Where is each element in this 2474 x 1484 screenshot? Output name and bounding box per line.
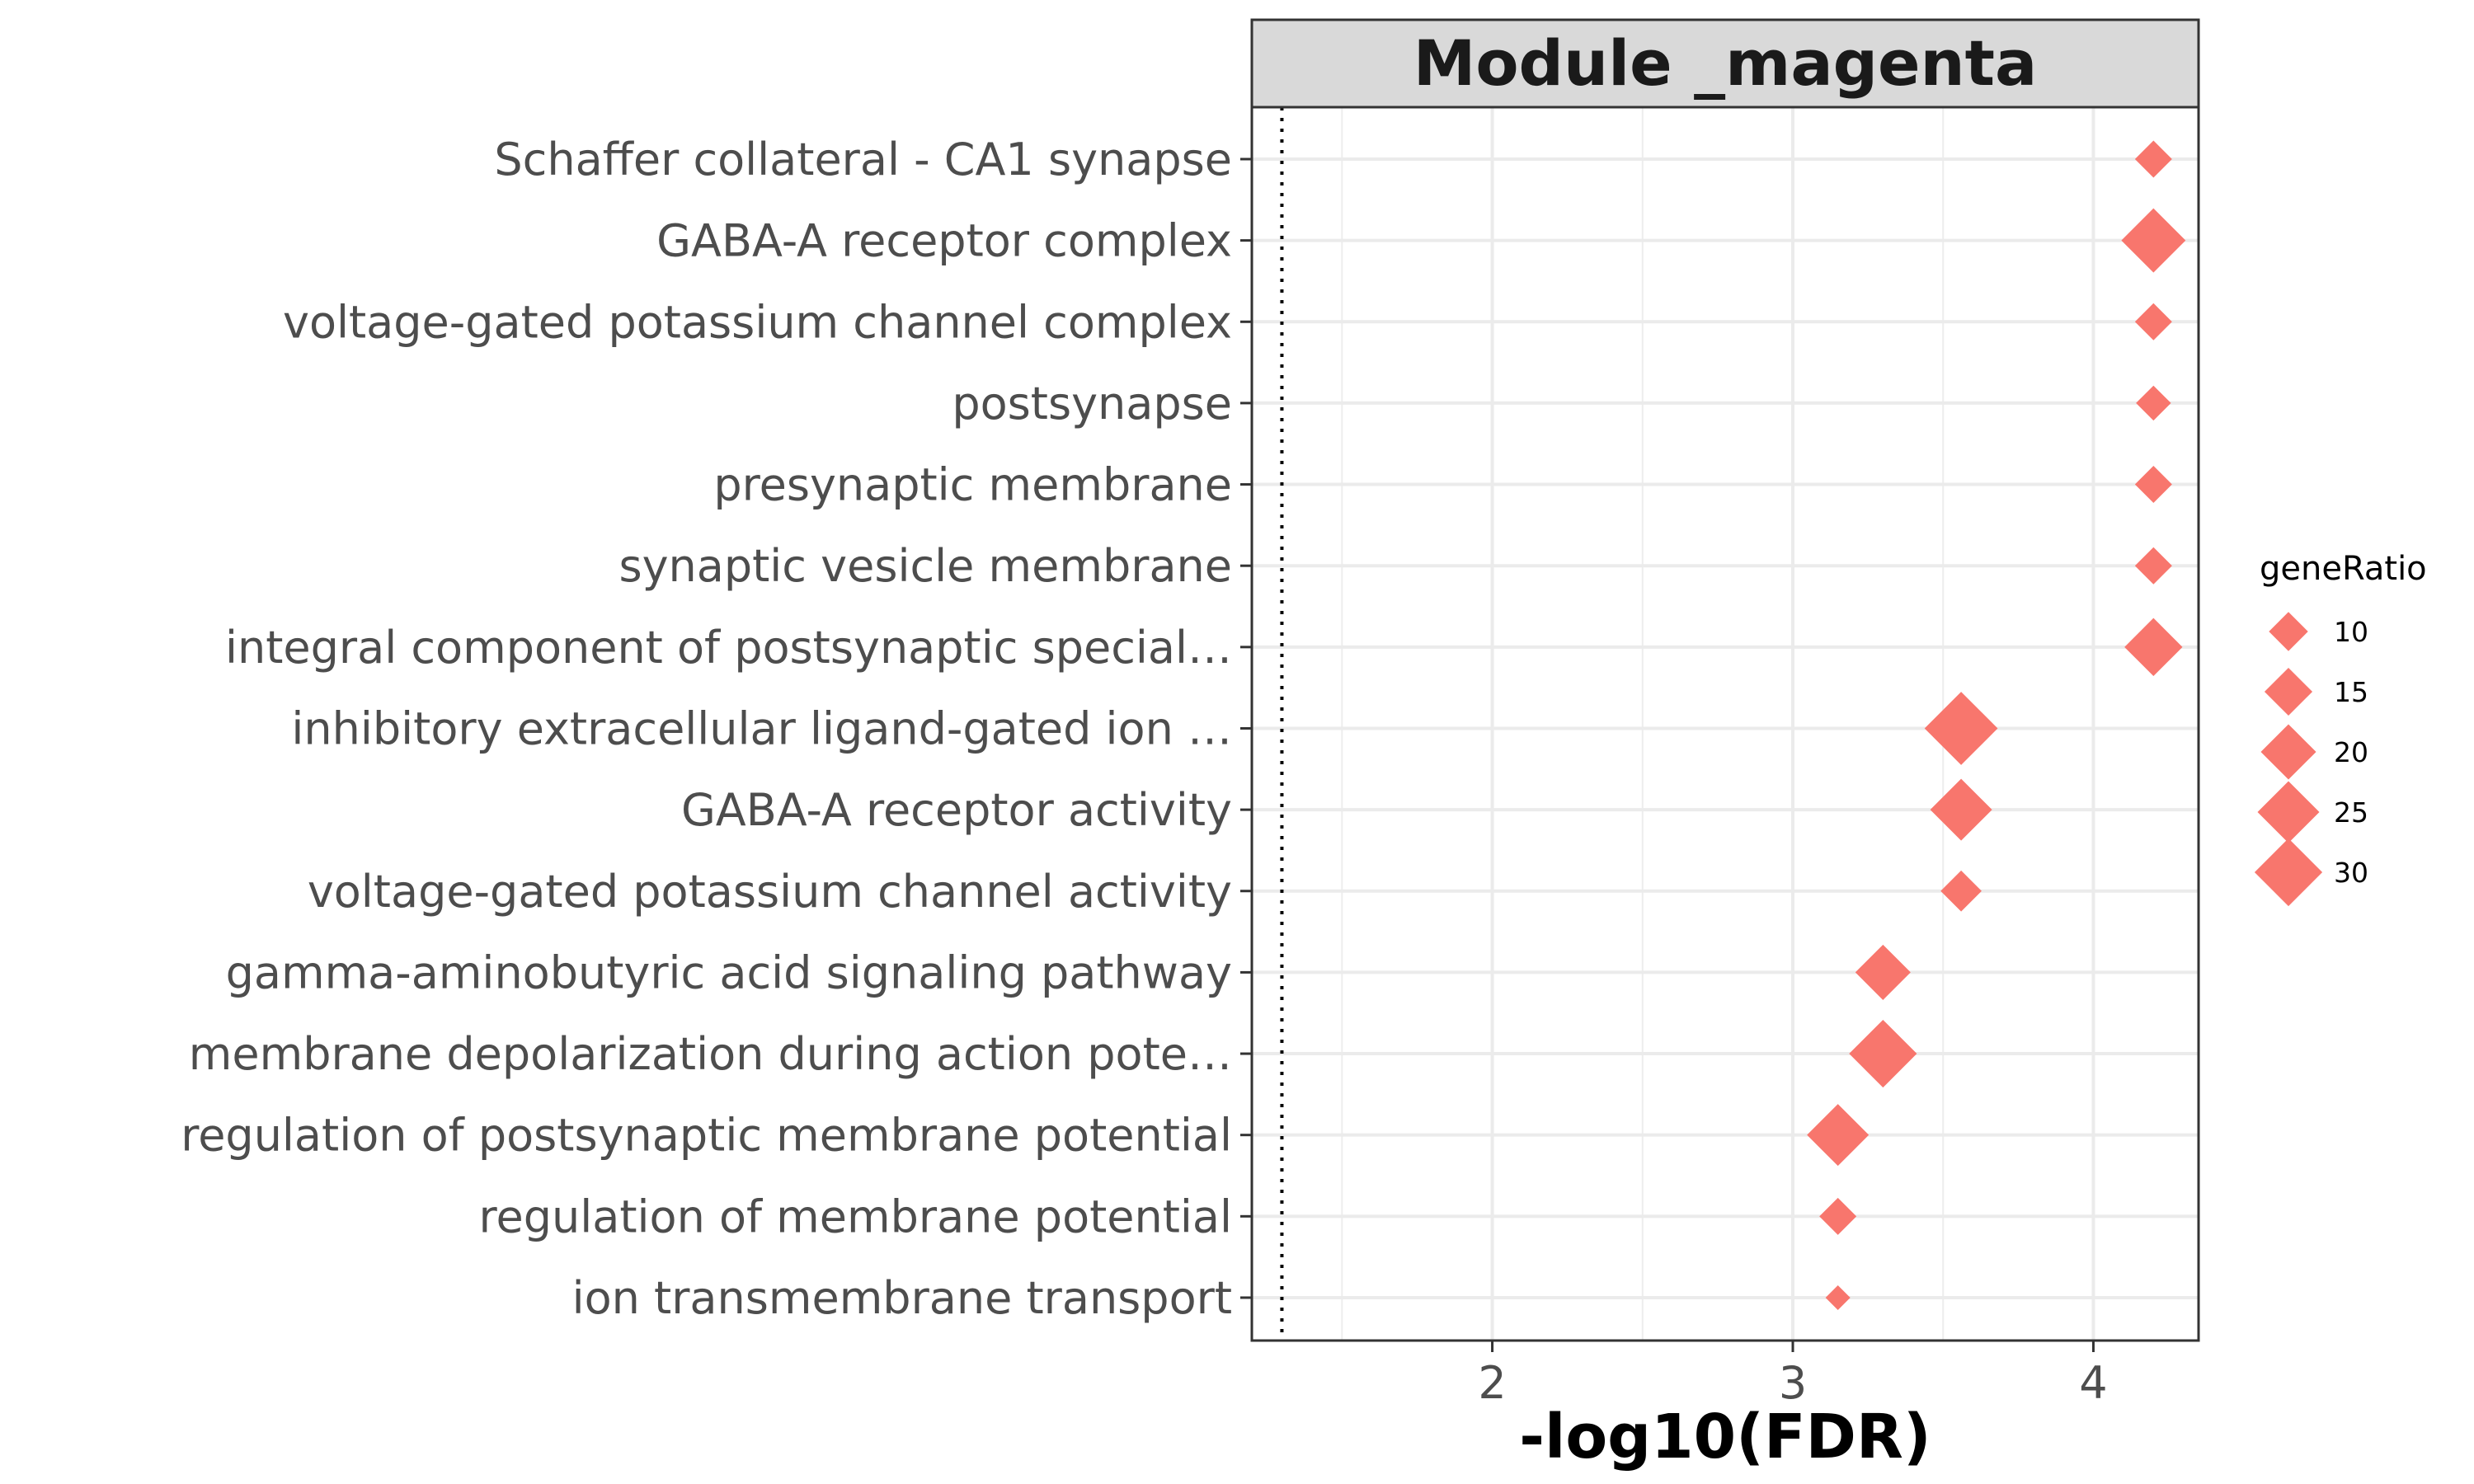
legend-title: geneRatio	[2260, 550, 2427, 588]
data-point	[2121, 208, 2186, 273]
y-category-label: Schaffer collateral - CA1 synapse	[494, 134, 1232, 186]
legend-entry-label: 15	[2334, 676, 2368, 708]
x-tick-label: 2	[1478, 1357, 1506, 1409]
data-point	[2136, 385, 2171, 421]
data-point	[1849, 1019, 1917, 1088]
data-point	[2134, 466, 2172, 504]
legend-entry-label: 30	[2334, 857, 2368, 889]
data-point	[1940, 870, 1982, 912]
legend-key-diamond	[2257, 781, 2320, 843]
legend-key-diamond	[2260, 724, 2316, 780]
y-category-label: regulation of membrane potential	[479, 1190, 1232, 1242]
facet-strip	[1250, 18, 2200, 109]
y-category-label: synaptic vesicle membrane	[618, 540, 1232, 592]
y-category-label: membrane depolarization during action po…	[189, 1028, 1232, 1080]
y-category-label: GABA-A receptor complex	[656, 215, 1232, 267]
x-axis-title: -log10(FDR)	[1519, 1402, 1931, 1472]
legend-key-diamond	[2264, 667, 2313, 716]
data-point	[1930, 778, 1992, 841]
y-category-label: presynaptic membrane	[713, 459, 1232, 511]
data-point	[1855, 944, 1911, 1000]
y-axis: Schaffer collateral - CA1 synapse GABA-A …	[181, 134, 1252, 1324]
legend-entry-label: 10	[2334, 616, 2368, 648]
y-category-label: gamma-aminobutyric acid signaling pathwa…	[226, 946, 1232, 998]
y-category-label: integral component of postsynaptic speci…	[225, 622, 1232, 674]
data-point	[2124, 618, 2183, 677]
y-category-label: regulation of postsynaptic membrane pote…	[181, 1110, 1232, 1162]
y-category-label: GABA-A receptor activity	[681, 784, 1232, 836]
legend-entry-label: 20	[2334, 736, 2368, 768]
y-category-label: voltage-gated potassium channel complex	[283, 296, 1232, 348]
legend: geneRatio 10 15 20 25 30	[2254, 550, 2427, 907]
y-category-label: postsynapse	[952, 378, 1232, 430]
data-point	[1924, 692, 1998, 765]
x-axis: 2 3 4	[1478, 1341, 2108, 1409]
plot-panel	[1252, 107, 2199, 1341]
x-tick-label: 4	[2079, 1357, 2107, 1409]
y-category-label: ion transmembrane transport	[572, 1272, 1232, 1324]
points	[1807, 140, 2186, 1310]
x-tick-label: 3	[1779, 1357, 1807, 1409]
data-point	[1807, 1104, 1870, 1167]
y-category-label: voltage-gated potassium channel activity	[308, 866, 1232, 918]
facet-strip-title: Module _magenta	[1413, 26, 2038, 100]
legend-key-diamond	[2254, 838, 2323, 907]
grid-major	[1252, 107, 2199, 1341]
data-point	[2134, 547, 2172, 585]
data-point	[1825, 1284, 1851, 1310]
data-point	[2134, 140, 2172, 178]
legend-key-diamond	[2269, 612, 2308, 651]
data-point	[1819, 1197, 1857, 1235]
data-point	[2134, 303, 2172, 340]
legend-entry-label: 25	[2334, 796, 2368, 829]
y-category-label: inhibitory extracellular ligand-gated io…	[291, 702, 1232, 754]
